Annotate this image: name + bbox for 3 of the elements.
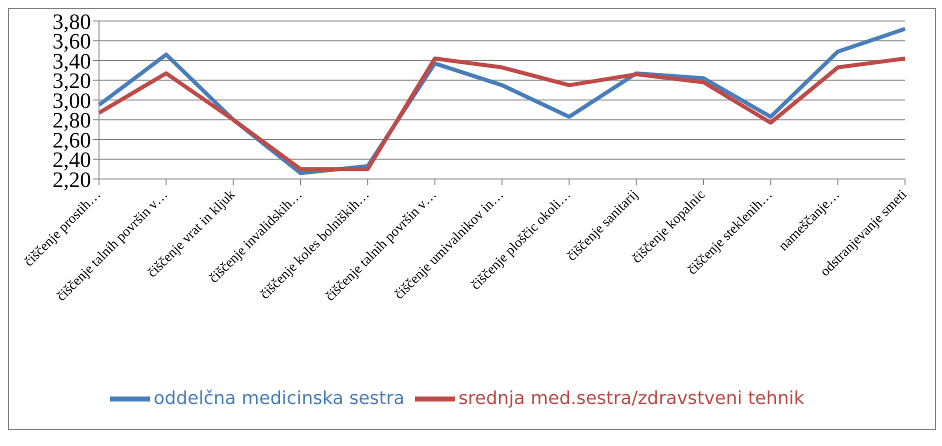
legend-label: oddelčna medicinska sestra <box>154 388 405 409</box>
legend-label: srednja med.sestra/zdravstveni tehnik <box>458 388 804 409</box>
y-tick-label: 3,80 <box>52 8 91 34</box>
